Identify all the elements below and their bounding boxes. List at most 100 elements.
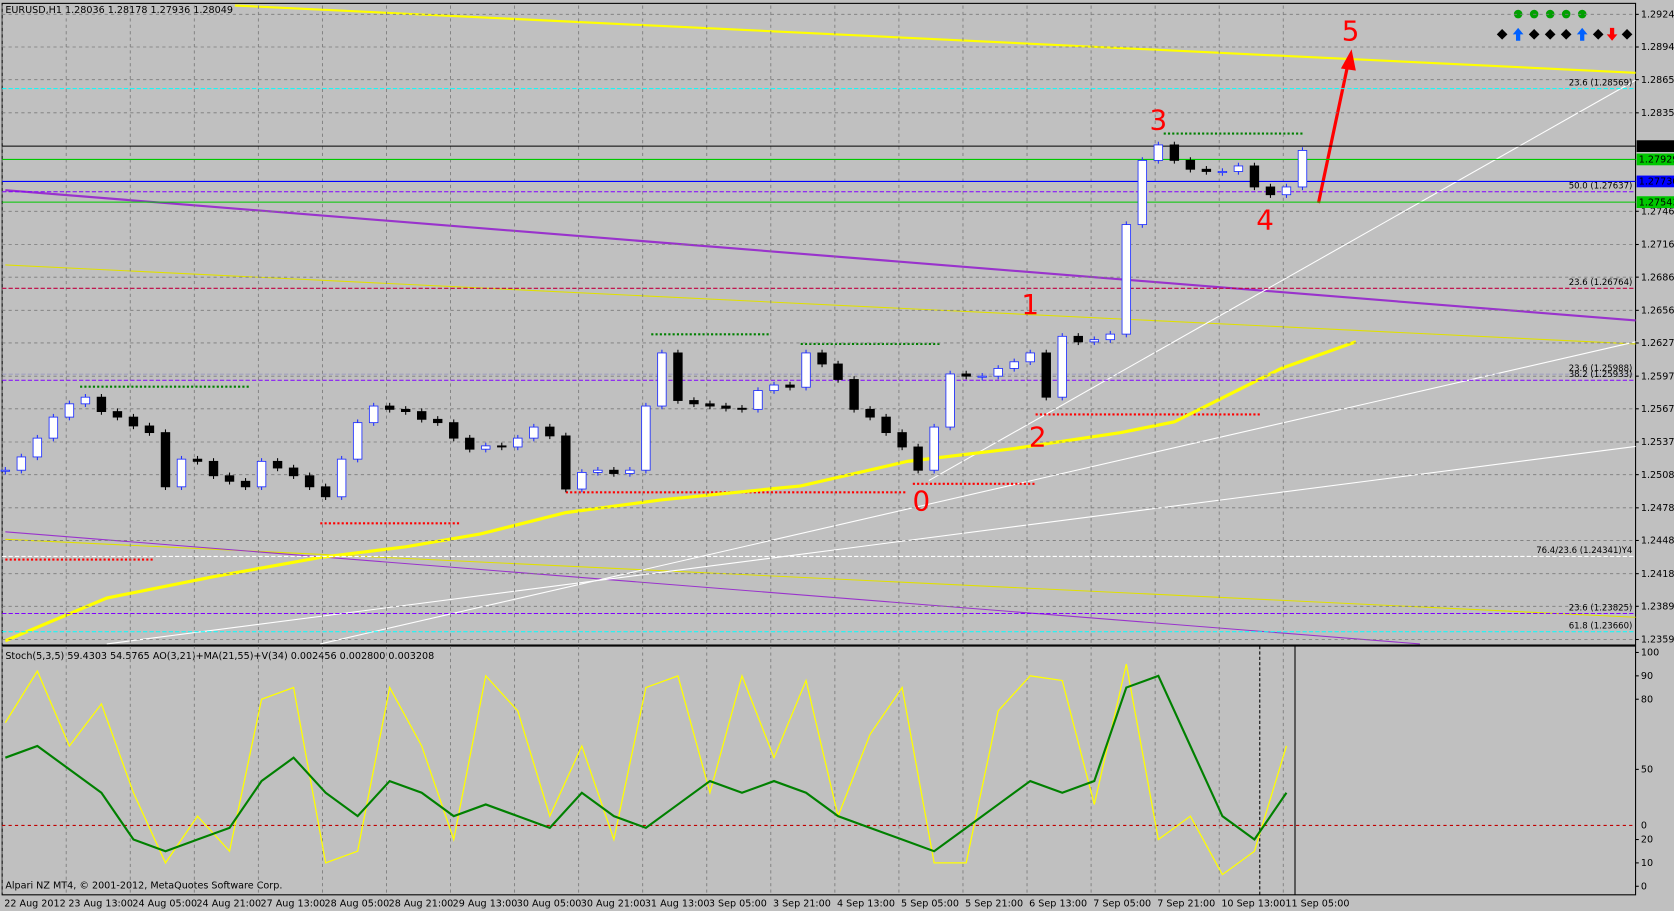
candle [288,467,299,477]
footer: Alpari NZ MT4, © 2001-2012, MetaQuotes S… [5,880,282,891]
candle [801,352,811,388]
candle [192,458,203,462]
x-tick-label: 3 Sep 05:00 [709,899,767,910]
candle [721,405,731,409]
candle [176,458,187,488]
candle [320,486,331,498]
indicator-line [4,664,1288,876]
main-frame [1,2,1637,646]
candle [304,475,315,488]
ao-label: AO(3,21)+MA(21,55)+V(34) 0.002456 0.0028… [153,651,434,662]
candle [977,375,987,378]
wave-label: 3 [1150,103,1168,136]
candle [1041,352,1051,398]
candle [497,445,507,448]
low: 1.27936 [151,5,191,16]
y-tick-label: 1.24780 [1641,503,1674,514]
close: 1.28049 [193,5,233,16]
x-tick-label: 6 Sep 13:00 [1029,899,1087,910]
candle [833,363,843,380]
candle [384,405,395,410]
arrow-head [1340,49,1356,71]
x-tick-label: 22 Aug 2012 [4,899,65,910]
y-tick-label: 1.28350 [1641,108,1674,119]
candle [240,480,251,488]
candle [865,408,875,418]
trendline [106,445,1636,645]
candle [945,373,955,428]
high: 1.28178 [108,5,148,16]
y-tick-label: 1.26865 [1641,272,1674,283]
candle [352,422,363,460]
x-tick-label: 3 Sep 21:00 [773,899,831,910]
fib-label: 61.8 (1.23660) [1569,622,1633,632]
candle [16,456,27,471]
candle [1137,159,1148,226]
y-tick-label: 1.26270 [1641,338,1674,349]
candle [753,390,763,410]
candle [961,373,971,377]
candle [785,384,795,388]
fib-label: 23.6 (1.28569) [1569,78,1633,88]
candle [849,379,859,410]
symbol: EURUSD,H1 [5,5,62,16]
price-box-label: 1.28049 [1639,141,1674,152]
candle [1249,165,1260,188]
candle [1105,333,1116,341]
x-tick-label: 28 Aug 05:00 [325,899,390,910]
y-tick-label: 1.24185 [1641,569,1674,580]
x-tick-label: 24 Aug 21:00 [196,899,261,910]
candle [433,418,443,424]
y-tick-label: 10 [1641,858,1653,869]
y-tick-label: 1.25970 [1641,371,1674,382]
diamond [1544,28,1556,40]
y-tick-label: 1.25375 [1641,437,1674,448]
y-tick-label: 1.25080 [1641,470,1674,481]
candle [481,445,491,450]
candle [160,432,171,488]
fib-label: 76.4/23.6 (1.24341)Y4 [1536,546,1632,556]
candle [1233,165,1244,172]
candle [545,426,555,437]
fib-label: 38.2 (1.25933) [1569,370,1633,380]
candle [64,403,75,418]
wave-label: 2 [1029,420,1047,453]
x-tick-label: 7 Sep 21:00 [1157,899,1215,910]
candle [449,422,459,439]
y-tick-label: 50 [1641,765,1653,776]
price-box-label: 1.27929 [1639,155,1674,166]
x-tick-label: 27 Aug 13:00 [260,899,325,910]
candle [1057,335,1067,398]
y-tick-label: 100 [1641,648,1659,659]
candle [1089,339,1099,343]
trendline [5,189,1636,322]
candle [913,446,923,471]
candle [1201,168,1212,172]
x-tick-label: 24 Aug 05:00 [132,899,197,910]
fib-label: 23.6 (1.25988) [1569,364,1633,374]
candle [817,352,827,365]
arrow [1316,61,1350,204]
dot [1545,9,1555,19]
candle [1009,361,1019,369]
trendline [5,531,1420,645]
candle [96,396,107,413]
y-tick-label: 1.28945 [1641,42,1674,53]
ao-zero-label: 0 [1641,821,1647,832]
x-tick-label: 5 Sep 21:00 [965,899,1023,910]
candle [513,437,523,448]
candle [593,469,603,473]
candle [641,405,651,471]
y-tick-label: 20 [1641,835,1653,846]
price-box [1636,140,1674,153]
candle [80,396,91,405]
wave-label: 1 [1021,288,1039,321]
candle [705,403,715,407]
price-box-label: 1.27543 [1639,197,1674,208]
x-tick-label: 30 Aug 05:00 [517,899,582,910]
price-box [1636,153,1674,166]
x-tick-label: 30 Aug 21:00 [581,899,646,910]
candle [1185,159,1196,170]
x-tick-label: 29 Aug 13:00 [453,899,518,910]
